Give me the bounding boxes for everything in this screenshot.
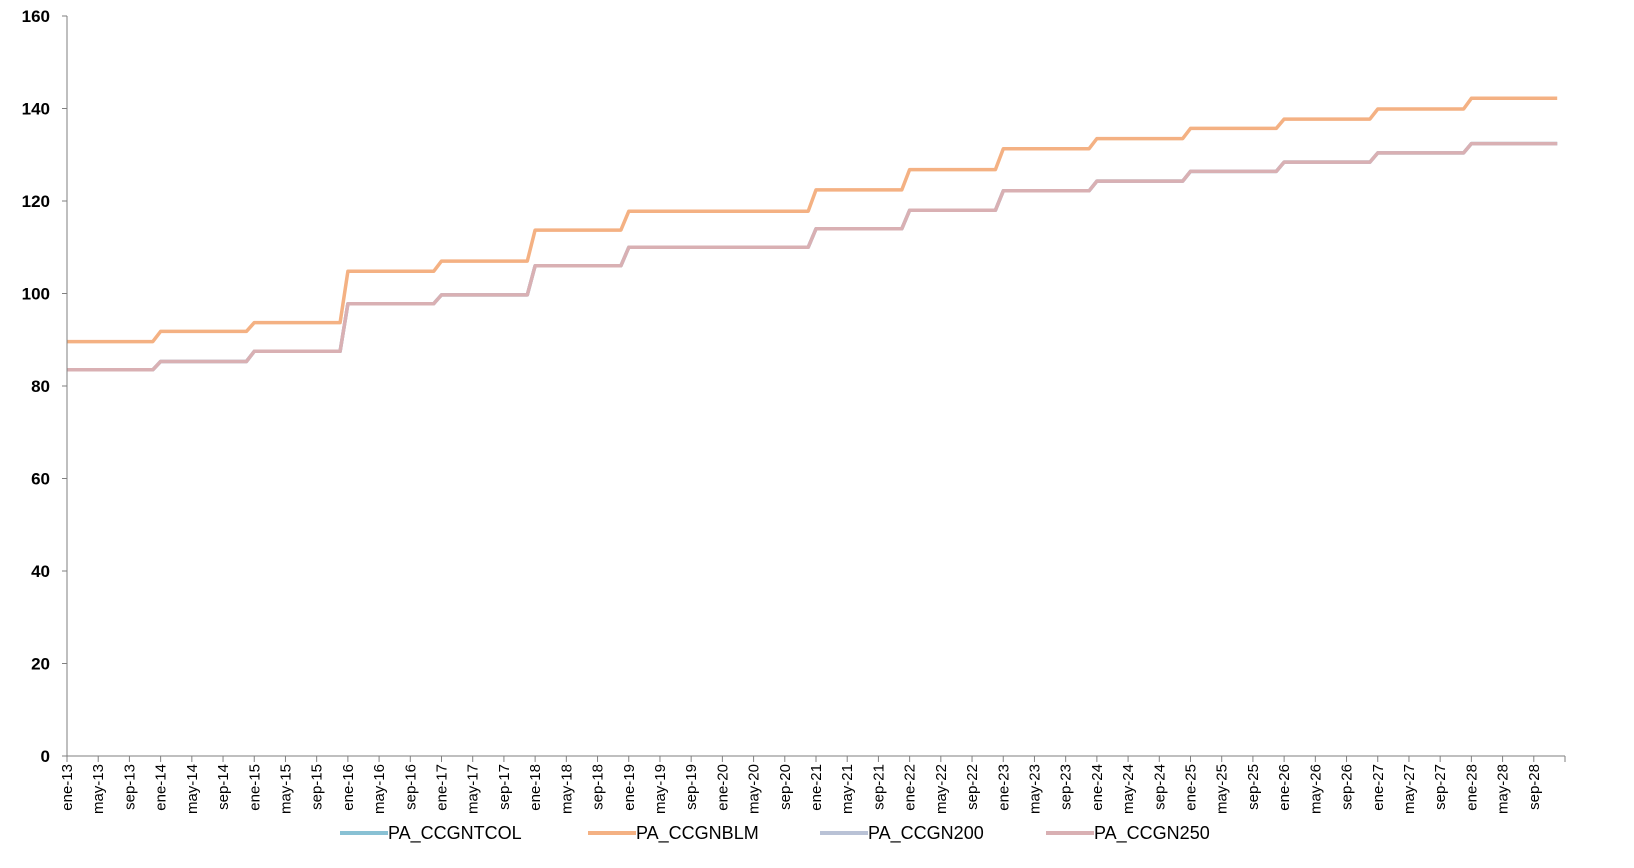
x-tick-label: sep-18 [590,764,607,810]
x-tick-label: ene-13 [59,764,76,811]
legend: PA_CCGNTCOL PA_CCGNBLM PA_CCGN200 PA_CCGN25… [340,823,1210,844]
x-tick-label: may-19 [652,764,669,814]
x-tick-label: may-23 [1026,764,1043,814]
x-tick-label: may-15 [277,764,294,814]
x-tick-label: ene-20 [714,764,731,811]
series-line-pa_ccgn200 [67,141,1558,372]
legend-label: PA_CCGNTCOL [388,823,522,844]
x-tick-label: ene-21 [808,764,825,811]
x-tick-label: ene-23 [995,764,1012,811]
x-tick-label: ene-22 [902,764,919,811]
x-tick-label: may-13 [90,764,107,814]
x-tick-label: may-27 [1401,764,1418,814]
legend-label: PA_CCGN250 [1094,823,1210,844]
x-tick-label: sep-14 [215,764,232,810]
x-axis-ticks: ene-13 may-13 sep-13 ene-14 may-14 sep-14 ene-… [59,756,1566,814]
x-tick-label: ene-28 [1463,764,1480,811]
legend-label: PA_CCGNBLM [636,823,759,844]
x-tick-label: may-21 [839,764,856,814]
y-tick-label: 0 [41,747,50,766]
x-tick-label: may-24 [1120,764,1137,814]
y-tick-label: 60 [31,470,50,489]
series-line-pa_ccgn250 [67,141,1558,372]
legend-label: PA_CCGN200 [868,823,984,844]
x-tick-label: ene-19 [621,764,638,811]
x-tick-label: ene-14 [153,764,170,811]
x-tick-label: sep-25 [1245,764,1262,810]
x-tick-label: may-22 [933,764,950,814]
x-tick-label: ene-15 [246,764,263,811]
x-tick-label: sep-28 [1526,764,1543,810]
x-tick-label: sep-23 [1058,764,1075,810]
y-tick-label: 80 [31,377,50,396]
y-axis-ticks: 0 20 40 60 80 100 120 140 160 [22,7,67,766]
series-line-pa_ccgntcol [67,141,1558,372]
x-tick-label: ene-24 [1089,764,1106,811]
y-tick-label: 120 [22,192,50,211]
y-tick-label: 140 [22,100,50,119]
x-tick-label: may-25 [1214,764,1231,814]
y-tick-label: 160 [22,7,50,26]
x-tick-label: sep-20 [777,764,794,810]
x-tick-label: sep-24 [1151,764,1168,810]
x-tick-label: sep-22 [964,764,981,810]
series-line-pa_ccgnblm [67,96,1558,344]
y-tick-label: 20 [31,655,50,674]
x-tick-label: may-18 [558,764,575,814]
y-tick-label: 100 [22,285,50,304]
x-tick-label: may-17 [465,764,482,814]
x-tick-label: may-14 [184,764,201,814]
axes [66,16,1565,757]
x-tick-label: sep-16 [402,764,419,810]
x-tick-label: sep-26 [1339,764,1356,810]
x-tick-label: sep-21 [870,764,887,810]
x-tick-label: ene-16 [340,764,357,811]
x-tick-label: sep-17 [496,764,513,810]
y-tick-label: 40 [31,562,50,581]
x-tick-label: ene-18 [527,764,544,811]
x-tick-label: sep-19 [683,764,700,810]
x-tick-label: may-16 [371,764,388,814]
x-tick-label: may-20 [746,764,763,814]
x-tick-label: ene-27 [1370,764,1387,811]
x-tick-label: sep-27 [1432,764,1449,810]
x-tick-label: may-28 [1495,764,1512,814]
x-tick-label: may-26 [1307,764,1324,814]
x-tick-label: sep-15 [309,764,326,810]
x-tick-label: ene-17 [434,764,451,811]
series-lines [67,96,1558,372]
x-tick-label: ene-26 [1276,764,1293,811]
x-tick-label: sep-13 [121,764,138,810]
x-tick-label: ene-25 [1183,764,1200,811]
